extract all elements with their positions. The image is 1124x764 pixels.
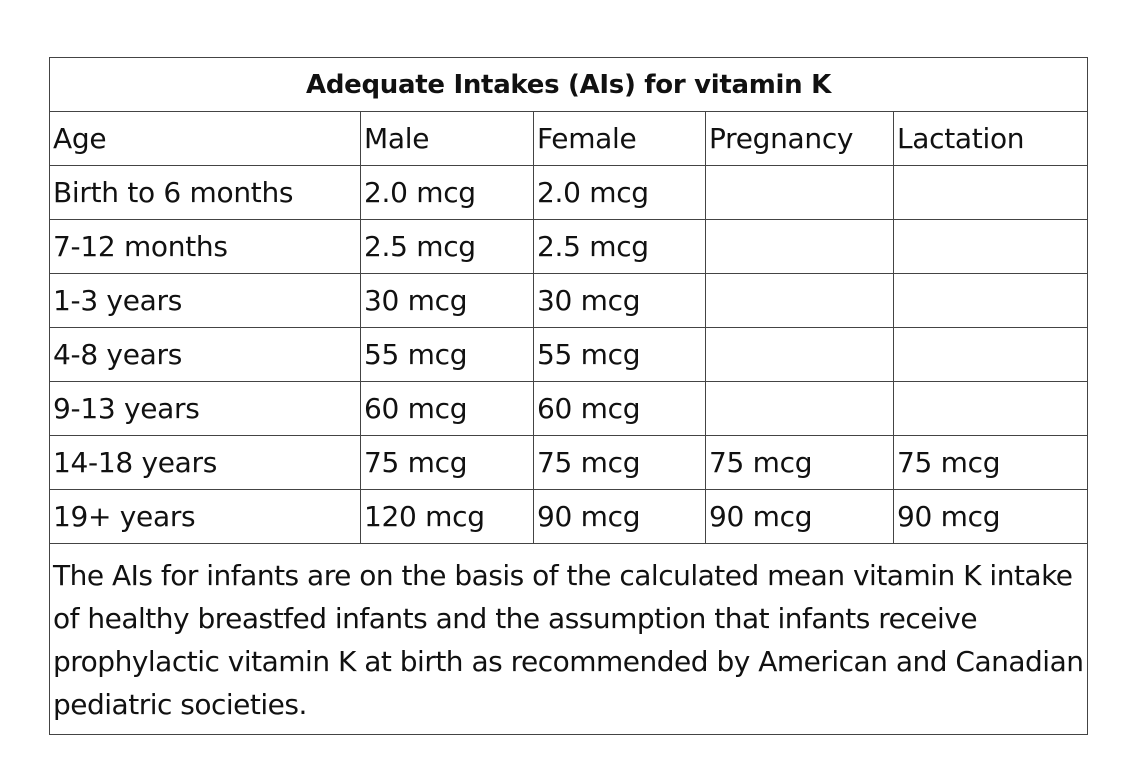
cell-female: 2.0 mcg: [533, 165, 706, 220]
title-row: Adequate Intakes (AIs) for vitamin K: [48, 57, 1089, 112]
cell-female: 90 mcg: [533, 489, 706, 544]
cell-age: 19+ years: [49, 489, 361, 544]
cell-lactation: 75 mcg: [892, 435, 1089, 490]
header-male: Male: [360, 111, 534, 166]
table-row: 7-12 months 2.5 mcg 2.5 mcg: [49, 219, 1089, 274]
cell-age: Birth to 6 months: [49, 165, 361, 220]
cell-age: 14-18 years: [49, 435, 361, 490]
header-row: Age Male Female Pregnancy Lactation: [49, 111, 1089, 166]
cell-male: 60 mcg: [360, 381, 534, 436]
cell-pregnancy: [705, 219, 894, 274]
table-title: Adequate Intakes (AIs) for vitamin K: [48, 57, 1089, 112]
cell-age: 4-8 years: [49, 327, 361, 382]
cell-lactation: [892, 165, 1089, 220]
cell-female: 30 mcg: [533, 273, 706, 328]
table-note: The AIs for infants are on the basis of …: [48, 543, 1089, 735]
table-row: 4-8 years 55 mcg 55 mcg: [49, 327, 1089, 382]
cell-female: 75 mcg: [533, 435, 706, 490]
cell-lactation: [892, 381, 1089, 436]
cell-male: 75 mcg: [360, 435, 534, 490]
cell-pregnancy: [705, 327, 894, 382]
cell-age: 7-12 months: [49, 219, 361, 274]
cell-age: 9-13 years: [49, 381, 361, 436]
cell-male: 30 mcg: [360, 273, 534, 328]
table-row: 14-18 years 75 mcg 75 mcg 75 mcg 75 mcg: [49, 435, 1089, 490]
cell-male: 2.0 mcg: [360, 165, 534, 220]
cell-pregnancy: [705, 381, 894, 436]
table-row: 9-13 years 60 mcg 60 mcg: [49, 381, 1089, 436]
cell-lactation: 90 mcg: [892, 489, 1089, 544]
cell-pregnancy: 75 mcg: [705, 435, 894, 490]
header-age: Age: [49, 111, 361, 166]
cell-female: 55 mcg: [533, 327, 706, 382]
cell-male: 2.5 mcg: [360, 219, 534, 274]
cell-lactation: [892, 219, 1089, 274]
cell-pregnancy: [705, 165, 894, 220]
cell-age: 1-3 years: [49, 273, 361, 328]
cell-male: 55 mcg: [360, 327, 534, 382]
cell-male: 120 mcg: [360, 489, 534, 544]
table-row: 1-3 years 30 mcg 30 mcg: [49, 273, 1089, 328]
cell-pregnancy: 90 mcg: [705, 489, 894, 544]
cell-pregnancy: [705, 273, 894, 328]
vitamin-k-ai-table: Adequate Intakes (AIs) for vitamin K Age…: [48, 57, 1089, 735]
table-row: 19+ years 120 mcg 90 mcg 90 mcg 90 mcg: [49, 489, 1089, 544]
note-row: The AIs for infants are on the basis of …: [48, 543, 1089, 735]
cell-lactation: [892, 327, 1089, 382]
cell-female: 60 mcg: [533, 381, 706, 436]
table-row: Birth to 6 months 2.0 mcg 2.0 mcg: [49, 165, 1089, 220]
header-pregnancy: Pregnancy: [705, 111, 894, 166]
header-female: Female: [533, 111, 706, 166]
header-lactation: Lactation: [892, 111, 1089, 166]
cell-lactation: [892, 273, 1089, 328]
cell-female: 2.5 mcg: [533, 219, 706, 274]
